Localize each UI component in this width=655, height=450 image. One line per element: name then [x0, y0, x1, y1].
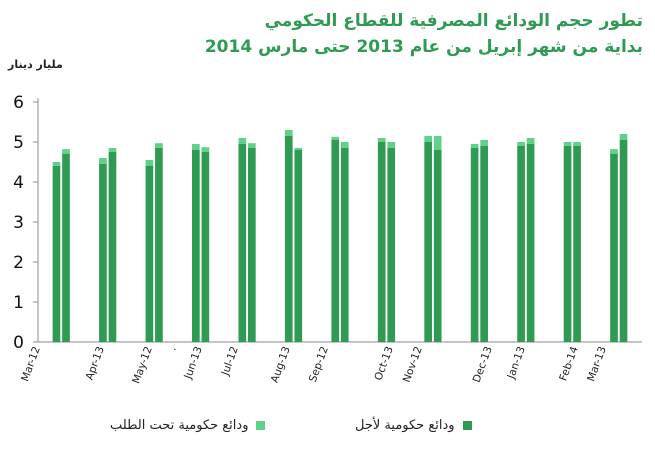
bar-demand: [340, 142, 349, 148]
bar-demand: [284, 130, 293, 136]
bar-term: [248, 148, 256, 342]
bar-demand: [248, 143, 256, 148]
legend-item-term: ودائع حكومية لأجل: [355, 418, 472, 433]
x-tick-label: Oct-13: [372, 345, 395, 382]
bar-demand: [480, 140, 488, 146]
legend-label-term: ودائع حكومية لأجل: [355, 418, 455, 433]
bar-term: [517, 146, 525, 342]
bar-demand: [108, 148, 117, 152]
bar-term: [340, 148, 349, 342]
bar-term: [52, 166, 61, 342]
bar-demand: [294, 148, 303, 150]
bar-term: [238, 144, 247, 342]
bar-demand: [433, 136, 442, 150]
x-tick-label: Dec-13: [471, 345, 495, 384]
x-tick-label: Jun-13: [182, 345, 205, 382]
y-tick-label: 6: [13, 93, 24, 113]
bar-term: [155, 148, 163, 342]
legend-swatch-term: [462, 421, 472, 430]
x-tick-label: .: [166, 345, 178, 352]
bar-demand: [470, 144, 479, 148]
y-tick-label: 4: [13, 173, 24, 193]
y-tick-label: 1: [13, 293, 24, 313]
bar-term: [610, 154, 618, 342]
bar-demand: [610, 149, 618, 154]
legend-swatch-demand: [256, 421, 266, 430]
bar-demand: [619, 134, 628, 140]
bar-demand: [62, 149, 70, 154]
bar-demand: [424, 136, 432, 142]
legend-item-demand: ودائع حكومية تحت الطلب: [110, 418, 266, 433]
bar-term: [108, 152, 117, 342]
bar-term: [433, 150, 442, 342]
bar-term: [377, 142, 386, 342]
x-tick-label: Nov-12: [401, 345, 425, 384]
bar-term: [62, 154, 70, 342]
y-tick-label: 5: [13, 133, 24, 153]
bar-term: [99, 164, 107, 342]
bar-demand: [331, 136, 340, 140]
legend-label-demand: ودائع حكومية تحت الطلب: [110, 418, 249, 433]
x-tick-label: Jul-12: [219, 345, 241, 378]
bar-demand: [192, 144, 200, 150]
bar-term: [145, 166, 154, 342]
y-tick-label: 3: [13, 213, 24, 233]
bar-term: [526, 144, 535, 342]
bar-demand: [201, 147, 210, 152]
x-tick-label: Sep-12: [307, 345, 331, 384]
bar-term: [192, 150, 200, 342]
chart-title-line-1: تطور حجم الودائع المصرفية للقطاع الحكومي: [264, 11, 643, 31]
bar-demand: [526, 138, 535, 144]
bar-term: [470, 148, 479, 342]
bar-term: [563, 146, 572, 342]
bar-demand: [377, 138, 386, 142]
x-tick-label: Feb-14: [557, 345, 581, 383]
bar-term: [284, 136, 293, 342]
y-tick-label: 0: [13, 333, 24, 353]
bar-demand: [52, 162, 61, 166]
bar-term: [331, 140, 340, 342]
chart-title: تطور حجم الودائع المصرفية للقطاع الحكومي…: [205, 8, 643, 60]
bar-term: [573, 146, 581, 342]
bar-demand: [573, 142, 581, 146]
y-tick-label: 2: [13, 253, 24, 273]
bar-term: [387, 148, 396, 342]
bar-demand: [387, 142, 396, 148]
bar-demand: [99, 158, 107, 164]
bar-demand: [145, 160, 154, 166]
x-tick-label: Mar-13: [585, 345, 609, 383]
x-tick-label: Apr-13: [84, 345, 107, 382]
bar-term: [619, 140, 628, 342]
chart-title-line-2: بداية من شهر إبريل من عام 2013 حتى مارس …: [204, 37, 643, 57]
y-axis-unit-label: مليار دينار: [8, 58, 63, 71]
x-tick-label: Aug-13: [269, 345, 293, 384]
bar-demand: [517, 142, 525, 146]
bar-term: [424, 142, 432, 342]
bar-term: [294, 150, 303, 342]
bar-demand: [155, 143, 163, 148]
x-tick-label: Jan-13: [505, 345, 528, 381]
x-tick-label: May-12: [130, 345, 155, 385]
bar-demand: [238, 138, 247, 144]
bar-term: [480, 146, 488, 342]
bar-demand: [563, 142, 572, 146]
bar-term: [201, 152, 210, 342]
